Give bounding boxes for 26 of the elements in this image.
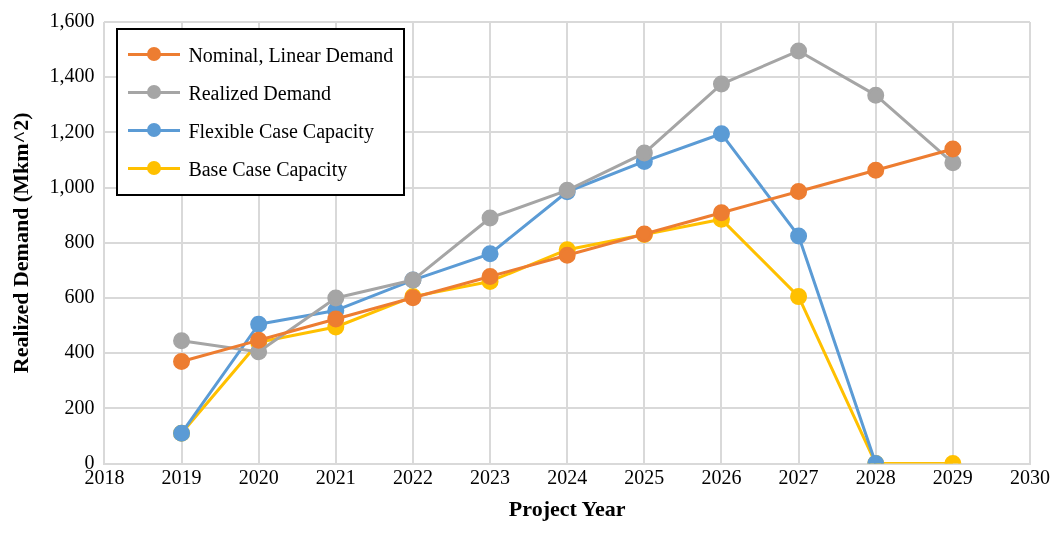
x-tick-label: 2023 xyxy=(470,465,511,488)
y-tick-label: 1,600 xyxy=(49,9,95,32)
x-axis-title: Project Year xyxy=(508,496,626,522)
x-tick-label: 2030 xyxy=(1010,465,1050,488)
x-tick-label: 2026 xyxy=(701,465,742,488)
x-tick-label: 2025 xyxy=(624,465,665,488)
x-tick-label: 2024 xyxy=(547,465,588,488)
legend-label: Realized Demand xyxy=(188,81,332,105)
legend-label: Flexible Case Capacity xyxy=(188,119,374,143)
x-tick-label: 2020 xyxy=(238,465,279,488)
y-tick-label: 1,400 xyxy=(49,64,95,87)
y-tick-label: 600 xyxy=(64,285,95,308)
x-tick-label: 2028 xyxy=(855,465,896,488)
legend-label: Base Case Capacity xyxy=(188,157,348,181)
x-tick-label: 2027 xyxy=(778,465,819,488)
x-tick-label: 2029 xyxy=(932,465,973,488)
x-tick-label: 2019 xyxy=(161,465,202,488)
y-tick-label: 1,000 xyxy=(49,174,95,197)
y-tick-label: 400 xyxy=(64,340,95,363)
y-tick-label: 800 xyxy=(64,230,95,253)
y-axis-title: Realized Demand (Mkm^2) xyxy=(7,112,33,374)
y-tick-label: 200 xyxy=(64,395,95,418)
legend-label: Nominal, Linear Demand xyxy=(188,43,394,67)
y-tick-label: 1,200 xyxy=(49,119,95,142)
x-tick-label: 2021 xyxy=(315,465,356,488)
x-tick-label: 2022 xyxy=(392,465,433,488)
